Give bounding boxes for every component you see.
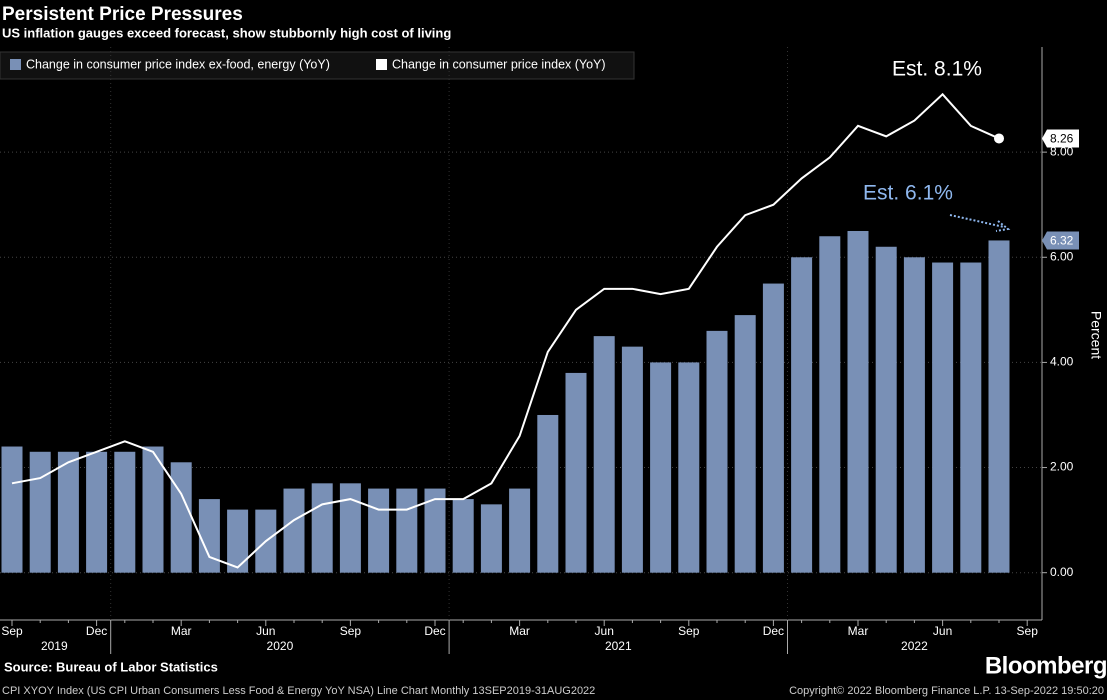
bar xyxy=(819,236,841,573)
x-tick-label: Dec xyxy=(86,624,107,638)
bar xyxy=(283,488,305,573)
y-tick-label: 2.00 xyxy=(1050,460,1074,474)
value-tag xyxy=(1042,129,1079,148)
x-tick-label: Sep xyxy=(340,624,362,638)
legend-label: Change in consumer price index (YoY) xyxy=(392,57,606,71)
y-tick-label: 6.00 xyxy=(1050,249,1074,263)
x-tick-label: Jun xyxy=(595,624,614,638)
x-tick-label: Jun xyxy=(256,624,275,638)
annotation: Est. 6.1% xyxy=(863,182,953,205)
brand: Bloomberg xyxy=(985,652,1107,679)
bar xyxy=(142,446,164,573)
source: Source: Bureau of Labor Statistics xyxy=(4,659,218,674)
bar xyxy=(452,499,474,573)
bar xyxy=(565,372,587,573)
bar xyxy=(198,499,220,573)
value-tag xyxy=(1042,231,1079,250)
footer-right: Copyright© 2022 Bloomberg Finance L.P. 1… xyxy=(789,685,1104,697)
x-tick-label: Mar xyxy=(509,624,530,638)
bar xyxy=(1,446,23,573)
legend-box xyxy=(0,51,635,80)
bar xyxy=(227,509,249,573)
bar xyxy=(509,488,531,573)
bar xyxy=(396,488,418,573)
bar xyxy=(339,483,361,573)
x-tick-label: Sep xyxy=(1017,624,1039,638)
line xyxy=(11,92,1000,569)
bar xyxy=(29,451,51,573)
bar xyxy=(960,262,982,573)
bar xyxy=(114,451,136,573)
bar xyxy=(57,451,79,573)
annotation-arrow xyxy=(949,214,1005,228)
bar xyxy=(678,362,700,573)
x-year-label: 2019 xyxy=(41,639,68,653)
x-tick-label: Dec xyxy=(763,624,784,638)
bar xyxy=(650,362,672,573)
x-year-label: 2021 xyxy=(605,639,632,653)
bar xyxy=(762,283,784,573)
x-tick-label: Jun xyxy=(933,624,952,638)
x-tick-label: Mar xyxy=(848,624,869,638)
bar xyxy=(86,451,108,573)
bar xyxy=(170,462,192,573)
bar xyxy=(424,488,446,573)
bar xyxy=(847,230,869,573)
bar xyxy=(368,488,390,573)
bar xyxy=(903,257,925,573)
x-year-label: 2020 xyxy=(267,639,294,653)
bar xyxy=(537,414,559,573)
value-tag-label: 8.26 xyxy=(1050,132,1074,146)
y-tick-label: 8.00 xyxy=(1050,144,1074,158)
y-axis-label: Percent xyxy=(1088,311,1104,359)
bar xyxy=(311,483,333,573)
x-tick-label: Mar xyxy=(171,624,192,638)
y-tick-label: 0.00 xyxy=(1050,565,1074,579)
bar xyxy=(988,240,1010,573)
bar xyxy=(593,336,615,573)
bar xyxy=(734,315,756,573)
value-tag-label: 6.32 xyxy=(1050,234,1074,248)
bar xyxy=(875,246,897,573)
x-tick-label: Sep xyxy=(678,624,700,638)
bar xyxy=(706,330,728,573)
annotation: Est. 8.1% xyxy=(892,58,982,81)
legend-swatch xyxy=(376,59,387,70)
bar xyxy=(932,262,954,573)
bar xyxy=(791,257,813,573)
chart-subtitle: US inflation gauges exceed forecast, sho… xyxy=(2,25,451,40)
legend-label: Change in consumer price index ex-food, … xyxy=(26,57,330,71)
y-tick-label: 4.00 xyxy=(1050,355,1074,369)
legend-swatch xyxy=(10,59,21,70)
bar xyxy=(480,504,502,573)
annotation-arrow-head xyxy=(995,220,1011,232)
bar xyxy=(621,346,643,573)
x-year-label: 2022 xyxy=(901,639,928,653)
x-tick-label: Dec xyxy=(424,624,445,638)
x-tick-label: Sep xyxy=(1,624,23,638)
line-end-dot xyxy=(994,133,1004,144)
chart-title: Persistent Price Pressures xyxy=(2,4,243,25)
footer-left: CPI XYOY Index (US CPI Urban Consumers L… xyxy=(2,685,595,697)
